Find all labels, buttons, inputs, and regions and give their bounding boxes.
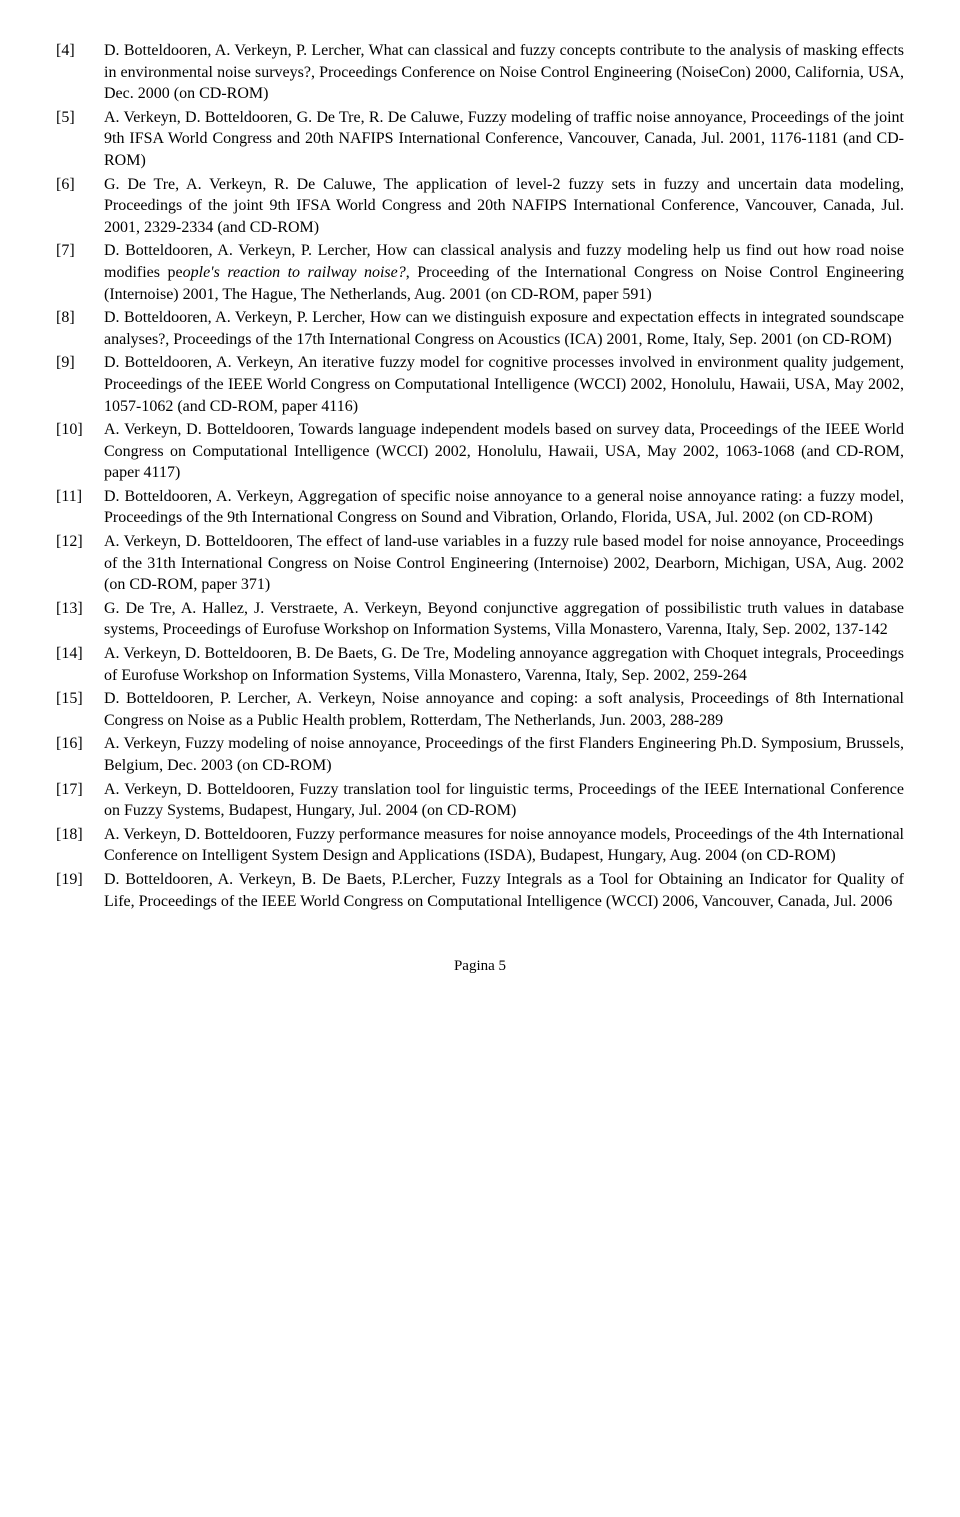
- reference-pre: A. Verkeyn, D. Botteldooren, G. De Tre, …: [104, 109, 904, 169]
- reference-pre: A. Verkeyn, D. Botteldooren, The effect …: [104, 533, 904, 593]
- reference-item: [11]D. Botteldooren, A. Verkeyn, Aggrega…: [56, 486, 904, 529]
- reference-number: [4]: [56, 40, 104, 105]
- reference-number: [9]: [56, 352, 104, 417]
- reference-pre: A. Verkeyn, D. Botteldooren, Fuzzy perfo…: [104, 826, 904, 865]
- reference-number: [11]: [56, 486, 104, 529]
- reference-pre: A. Verkeyn, D. Botteldooren, Fuzzy trans…: [104, 781, 904, 820]
- reference-number: [13]: [56, 598, 104, 641]
- reference-item: [19]D. Botteldooren, A. Verkeyn, B. De B…: [56, 869, 904, 912]
- reference-number: [7]: [56, 240, 104, 305]
- reference-text: A. Verkeyn, D. Botteldooren, Fuzzy perfo…: [104, 824, 904, 867]
- reference-text: D. Botteldooren, P. Lercher, A. Verkeyn,…: [104, 688, 904, 731]
- reference-number: [15]: [56, 688, 104, 731]
- reference-pre: G. De Tre, A. Verkeyn, R. De Caluwe, The…: [104, 176, 904, 236]
- reference-pre: G. De Tre, A. Hallez, J. Verstraete, A. …: [104, 600, 904, 639]
- reference-item: [13]G. De Tre, A. Hallez, J. Verstraete,…: [56, 598, 904, 641]
- reference-pre: D. Botteldooren, A. Verkeyn, P. Lercher,…: [104, 42, 904, 102]
- reference-number: [18]: [56, 824, 104, 867]
- reference-text: D. Botteldooren, A. Verkeyn, P. Lercher,…: [104, 240, 904, 305]
- reference-text: D. Botteldooren, A. Verkeyn, P. Lercher,…: [104, 307, 904, 350]
- reference-item: [17]A. Verkeyn, D. Botteldooren, Fuzzy t…: [56, 779, 904, 822]
- reference-text: D. Botteldooren, A. Verkeyn, P. Lercher,…: [104, 40, 904, 105]
- reference-text: A. Verkeyn, Fuzzy modeling of noise anno…: [104, 733, 904, 776]
- reference-number: [14]: [56, 643, 104, 686]
- reference-item: [18]A. Verkeyn, D. Botteldooren, Fuzzy p…: [56, 824, 904, 867]
- reference-number: [6]: [56, 174, 104, 239]
- reference-item: [5]A. Verkeyn, D. Botteldooren, G. De Tr…: [56, 107, 904, 172]
- reference-item: [12]A. Verkeyn, D. Botteldooren, The eff…: [56, 531, 904, 596]
- reference-pre: A. Verkeyn, D. Botteldooren, Towards lan…: [104, 421, 904, 481]
- reference-pre: D. Botteldooren, A. Verkeyn, P. Lercher,…: [104, 309, 904, 348]
- reference-number: [19]: [56, 869, 104, 912]
- reference-text: A. Verkeyn, D. Botteldooren, G. De Tre, …: [104, 107, 904, 172]
- reference-pre: D. Botteldooren, P. Lercher, A. Verkeyn,…: [104, 690, 904, 729]
- reference-item: [7]D. Botteldooren, A. Verkeyn, P. Lerch…: [56, 240, 904, 305]
- reference-item: [16]A. Verkeyn, Fuzzy modeling of noise …: [56, 733, 904, 776]
- reference-item: [9]D. Botteldooren, A. Verkeyn, An itera…: [56, 352, 904, 417]
- reference-pre: D. Botteldooren, A. Verkeyn, An iterativ…: [104, 354, 904, 414]
- reference-item: [6]G. De Tre, A. Verkeyn, R. De Caluwe, …: [56, 174, 904, 239]
- reference-text: D. Botteldooren, A. Verkeyn, B. De Baets…: [104, 869, 904, 912]
- reference-item: [15]D. Botteldooren, P. Lercher, A. Verk…: [56, 688, 904, 731]
- reference-pre: D. Botteldooren, A. Verkeyn, Aggregation…: [104, 488, 904, 527]
- reference-list: [4]D. Botteldooren, A. Verkeyn, P. Lerch…: [56, 40, 904, 912]
- reference-pre: A. Verkeyn, D. Botteldooren, B. De Baets…: [104, 645, 904, 684]
- reference-number: [8]: [56, 307, 104, 350]
- reference-text: G. De Tre, A. Hallez, J. Verstraete, A. …: [104, 598, 904, 641]
- reference-pre: D. Botteldooren, A. Verkeyn, B. De Baets…: [104, 871, 904, 910]
- reference-number: [12]: [56, 531, 104, 596]
- reference-italic: ople's reaction to railway noise?: [183, 264, 406, 281]
- reference-item: [4]D. Botteldooren, A. Verkeyn, P. Lerch…: [56, 40, 904, 105]
- reference-item: [14]A. Verkeyn, D. Botteldooren, B. De B…: [56, 643, 904, 686]
- reference-item: [8]D. Botteldooren, A. Verkeyn, P. Lerch…: [56, 307, 904, 350]
- reference-text: A. Verkeyn, D. Botteldooren, Towards lan…: [104, 419, 904, 484]
- reference-text: D. Botteldooren, A. Verkeyn, An iterativ…: [104, 352, 904, 417]
- reference-item: [10]A. Verkeyn, D. Botteldooren, Towards…: [56, 419, 904, 484]
- reference-number: [10]: [56, 419, 104, 484]
- page-footer: Pagina 5: [56, 956, 904, 976]
- reference-number: [16]: [56, 733, 104, 776]
- reference-text: G. De Tre, A. Verkeyn, R. De Caluwe, The…: [104, 174, 904, 239]
- reference-text: A. Verkeyn, D. Botteldooren, B. De Baets…: [104, 643, 904, 686]
- reference-text: A. Verkeyn, D. Botteldooren, The effect …: [104, 531, 904, 596]
- reference-text: D. Botteldooren, A. Verkeyn, Aggregation…: [104, 486, 904, 529]
- reference-number: [17]: [56, 779, 104, 822]
- reference-text: A. Verkeyn, D. Botteldooren, Fuzzy trans…: [104, 779, 904, 822]
- reference-pre: A. Verkeyn, Fuzzy modeling of noise anno…: [104, 735, 904, 774]
- reference-number: [5]: [56, 107, 104, 172]
